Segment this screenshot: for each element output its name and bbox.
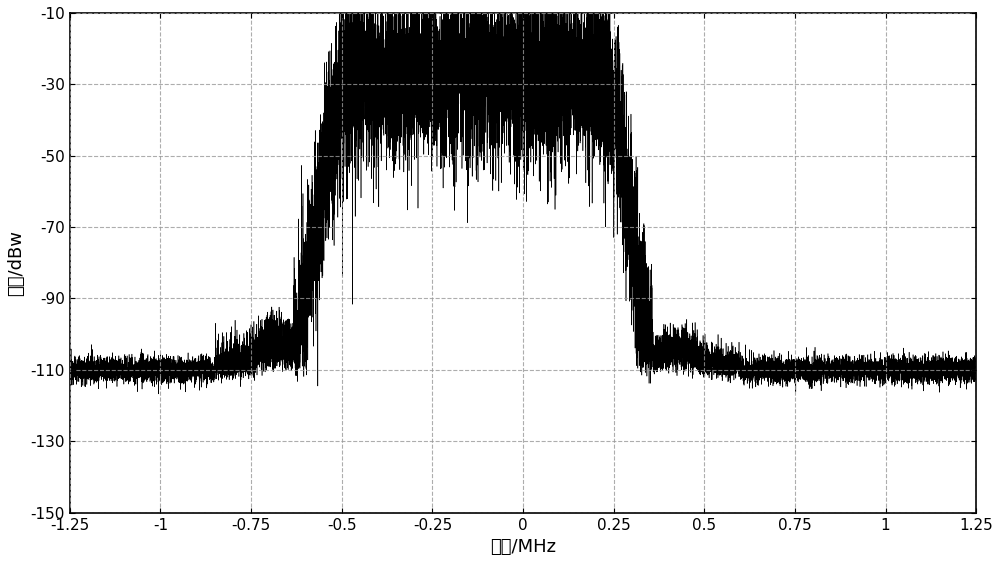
X-axis label: 頻率/MHz: 頻率/MHz (490, 538, 556, 556)
Y-axis label: 功率/dBw: 功率/dBw (7, 230, 25, 296)
